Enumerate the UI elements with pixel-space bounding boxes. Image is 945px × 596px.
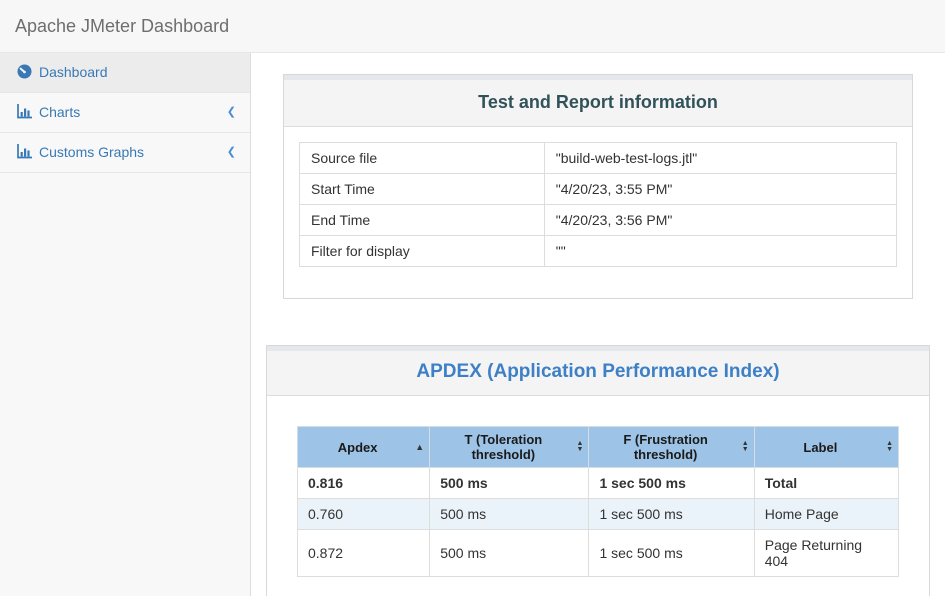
sidebar-item-label: Charts [39,104,80,120]
info-row-label: Filter for display [300,236,545,267]
chevron-left-icon[interactable]: ❮ [227,93,236,132]
apdex-table: Apdex ▲ T (Toleration threshold) ▲▼ F (F [297,426,899,577]
dashboard-gauge-icon [16,55,33,70]
label-cell: Total [754,468,898,499]
sort-icon[interactable]: ▲▼ [742,441,749,453]
sort-icon[interactable]: ▲▼ [886,441,893,453]
frustration-cell: 1 sec 500 ms [589,499,754,530]
info-row-value: "4/20/23, 3:56 PM" [544,205,896,236]
table-row: 0.760 500 ms 1 sec 500 ms Home Page [298,499,899,530]
sidebar: Dashboard Charts ❮ Cus [0,53,251,596]
sidebar-item-charts[interactable]: Charts ❮ [0,93,250,133]
table-row-total: 0.816 500 ms 1 sec 500 ms Total [298,468,899,499]
column-header-frustration[interactable]: F (Frustration threshold) ▲▼ [589,427,754,468]
column-header-label[interactable]: Label ▲▼ [754,427,898,468]
app-title: Apache JMeter Dashboard [0,0,945,52]
jmeter-dashboard-page: Apache JMeter Dashboard Dashboard [0,0,945,596]
frustration-cell: 1 sec 500 ms [589,468,754,499]
table-row: Filter for display "" [300,236,897,267]
sidebar-item-label: Dashboard [39,64,108,80]
frustration-cell: 1 sec 500 ms [589,530,754,577]
label-cell: Page Returning 404 [754,530,898,577]
info-row-label: End Time [300,205,545,236]
apdex-value-cell: 0.760 [298,499,430,530]
test-report-info-panel: Test and Report information Source file … [283,74,913,299]
toleration-cell: 500 ms [430,468,589,499]
chevron-left-icon[interactable]: ❮ [227,133,236,172]
apdex-value-cell: 0.816 [298,468,430,499]
info-row-label: Source file [300,143,545,174]
apdex-heading: APDEX (Application Performance Index) [267,351,929,396]
info-row-value: "" [544,236,896,267]
toleration-cell: 500 ms [430,499,589,530]
apdex-value-cell: 0.872 [298,530,430,577]
toleration-cell: 500 ms [430,530,589,577]
bar-chart-icon [16,135,33,150]
table-row: Source file "build-web-test-logs.jtl" [300,143,897,174]
test-report-info-table: Source file "build-web-test-logs.jtl" St… [299,142,897,267]
main-content: Test and Report information Source file … [251,53,945,596]
apdex-body: Apdex ▲ T (Toleration threshold) ▲▼ F (F [267,396,929,596]
panel-title: Test and Report information [478,92,718,112]
panel-title: APDEX (Application Performance Index) [416,361,779,382]
sidebar-item-dashboard[interactable]: Dashboard [0,53,250,93]
sidebar-item-label: Customs Graphs [39,144,144,160]
sidebar-item-customs-graphs[interactable]: Customs Graphs ❮ [0,133,250,173]
column-header-toleration[interactable]: T (Toleration threshold) ▲▼ [430,427,589,468]
label-cell: Home Page [754,499,898,530]
apdex-header-row: Apdex ▲ T (Toleration threshold) ▲▼ F (F [298,427,899,468]
apdex-panel: APDEX (Application Performance Index) Ap… [266,345,930,596]
test-report-info-body: Source file "build-web-test-logs.jtl" St… [284,127,912,298]
info-row-label: Start Time [300,174,545,205]
info-row-value: "4/20/23, 3:55 PM" [544,174,896,205]
test-report-info-heading: Test and Report information [284,80,912,127]
column-header-apdex[interactable]: Apdex ▲ [298,427,430,468]
top-navbar: Apache JMeter Dashboard [0,0,945,53]
info-row-value: "build-web-test-logs.jtl" [544,143,896,174]
bar-chart-icon [16,95,33,110]
table-row: End Time "4/20/23, 3:56 PM" [300,205,897,236]
sort-icon[interactable]: ▲▼ [577,441,584,453]
table-row: 0.872 500 ms 1 sec 500 ms Page Returning… [298,530,899,577]
table-row: Start Time "4/20/23, 3:55 PM" [300,174,897,205]
